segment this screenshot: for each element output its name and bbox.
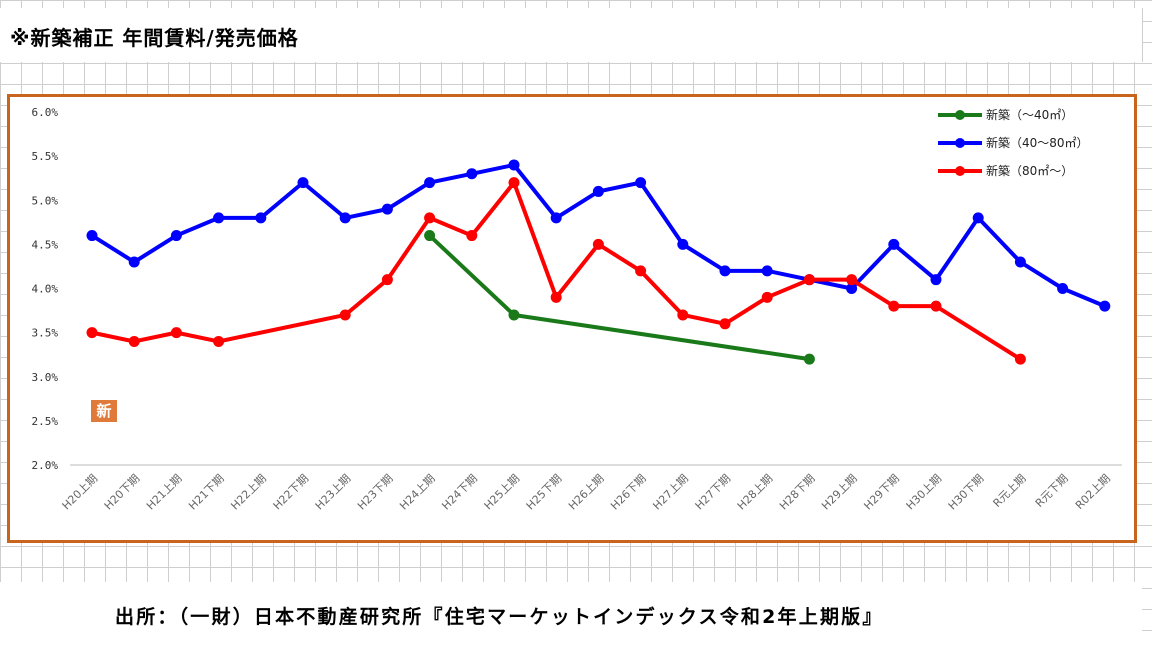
data-point	[86, 230, 98, 242]
series-line-3	[90, 180, 1023, 362]
x-tick-label: H28下期	[777, 472, 818, 513]
new-badge-icon: 新	[91, 400, 117, 422]
data-point	[761, 291, 773, 303]
data-point	[888, 300, 900, 312]
data-point	[677, 309, 689, 321]
data-point	[424, 230, 436, 242]
series-line-1	[427, 233, 812, 362]
data-point	[1057, 283, 1069, 294]
data-point	[170, 230, 182, 242]
data-point	[846, 283, 858, 294]
y-tick-label: 3.5%	[32, 327, 59, 340]
data-point	[635, 177, 647, 189]
x-tick-label: H27上期	[650, 472, 691, 513]
x-tick-label: H20下期	[102, 472, 143, 513]
chart-frame[interactable]: 6.0% 5.5% 5.0% 4.5% 4.0% 3.5% 3.0% 2.5% 2.0% H20上…	[7, 94, 1137, 543]
x-tick-label: R02上期	[1073, 472, 1113, 512]
data-point	[381, 203, 393, 215]
line-chart: 6.0% 5.5% 5.0% 4.5% 4.0% 3.5% 3.0% 2.5% 2.0%H20上…	[32, 106, 1122, 513]
y-tick-label: 4.5%	[32, 238, 59, 251]
data-point	[339, 212, 351, 224]
data-point	[128, 335, 140, 347]
y-tick-label: 5.5%	[32, 150, 59, 163]
x-tick-label: H30上期	[904, 472, 945, 513]
x-tick-label: H24下期	[439, 472, 480, 513]
data-point	[170, 327, 182, 339]
data-point	[1014, 256, 1026, 268]
data-point	[128, 256, 140, 268]
x-tick-label: H23上期	[313, 472, 354, 513]
data-point	[550, 212, 562, 224]
x-tick-label: H25上期	[482, 472, 523, 513]
x-tick-label: H29上期	[819, 472, 860, 513]
data-point	[213, 212, 225, 224]
data-point	[508, 159, 520, 171]
x-tick-label: H26上期	[566, 472, 607, 513]
x-tick-label: R元下期	[1033, 472, 1071, 510]
data-point	[930, 274, 942, 286]
data-point	[846, 274, 858, 286]
data-point	[1014, 353, 1026, 365]
data-point	[86, 327, 98, 339]
y-tick-label: 3.0%	[32, 371, 59, 384]
data-point	[339, 309, 351, 321]
x-tick-label: H23下期	[355, 472, 396, 513]
legend-label: 新築（～40㎡）	[986, 107, 1073, 122]
x-tick-label: H20上期	[60, 472, 101, 513]
y-tick-label: 6.0%	[32, 106, 59, 119]
data-point	[297, 177, 309, 189]
y-tick-label: 2.0%	[32, 459, 59, 472]
x-tick-label: H29下期	[861, 472, 902, 513]
data-point	[424, 212, 436, 224]
x-tick-label: H27下期	[693, 472, 734, 513]
y-tick-label: 4.0%	[32, 283, 59, 296]
x-tick-label: H28上期	[735, 472, 776, 513]
page-title: ※新築補正 年間賃料/発売価格	[10, 26, 299, 50]
data-point	[635, 265, 647, 277]
data-point	[466, 168, 478, 180]
data-point	[466, 230, 478, 242]
data-point	[508, 177, 520, 189]
data-point	[1099, 300, 1111, 312]
data-point	[592, 238, 604, 250]
data-point	[803, 353, 815, 365]
y-tick-label: 2.5%	[32, 415, 59, 428]
x-tick-label: H22上期	[228, 472, 269, 513]
legend-label: 新築（80㎡～）	[986, 163, 1073, 178]
data-point	[719, 265, 731, 277]
y-tick-label: 5.0%	[32, 194, 59, 207]
data-point	[213, 335, 225, 347]
x-tick-label: H30下期	[946, 472, 987, 513]
title-band	[0, 8, 1143, 62]
data-point	[761, 265, 773, 277]
source-band	[0, 582, 1142, 647]
data-point	[677, 238, 689, 250]
x-tick-label: H22下期	[271, 472, 312, 513]
legend-swatch-marker	[955, 166, 965, 176]
data-point	[381, 274, 393, 286]
data-point	[550, 291, 562, 303]
x-tick-label: H26下期	[608, 472, 649, 513]
data-point	[972, 212, 984, 224]
data-point	[803, 274, 815, 286]
legend-label: 新築（40～80㎡）	[986, 135, 1089, 150]
x-tick-label: H21下期	[186, 472, 227, 513]
x-tick-label: R元上期	[991, 472, 1029, 510]
data-point	[592, 185, 604, 197]
legend-swatch-marker	[955, 138, 965, 148]
legend-swatch-marker	[955, 110, 965, 120]
data-point	[930, 300, 942, 312]
data-point	[719, 318, 731, 330]
data-point	[508, 309, 520, 321]
data-point	[255, 212, 267, 224]
x-tick-label: H24上期	[397, 472, 438, 513]
source-note: 出所：（一財）日本不動産研究所『住宅マーケットインデックス令和2年上期版』	[115, 606, 884, 628]
x-tick-label: H25下期	[524, 472, 565, 513]
data-point	[424, 177, 436, 189]
data-point	[888, 238, 900, 250]
x-tick-label: H21上期	[144, 472, 185, 513]
